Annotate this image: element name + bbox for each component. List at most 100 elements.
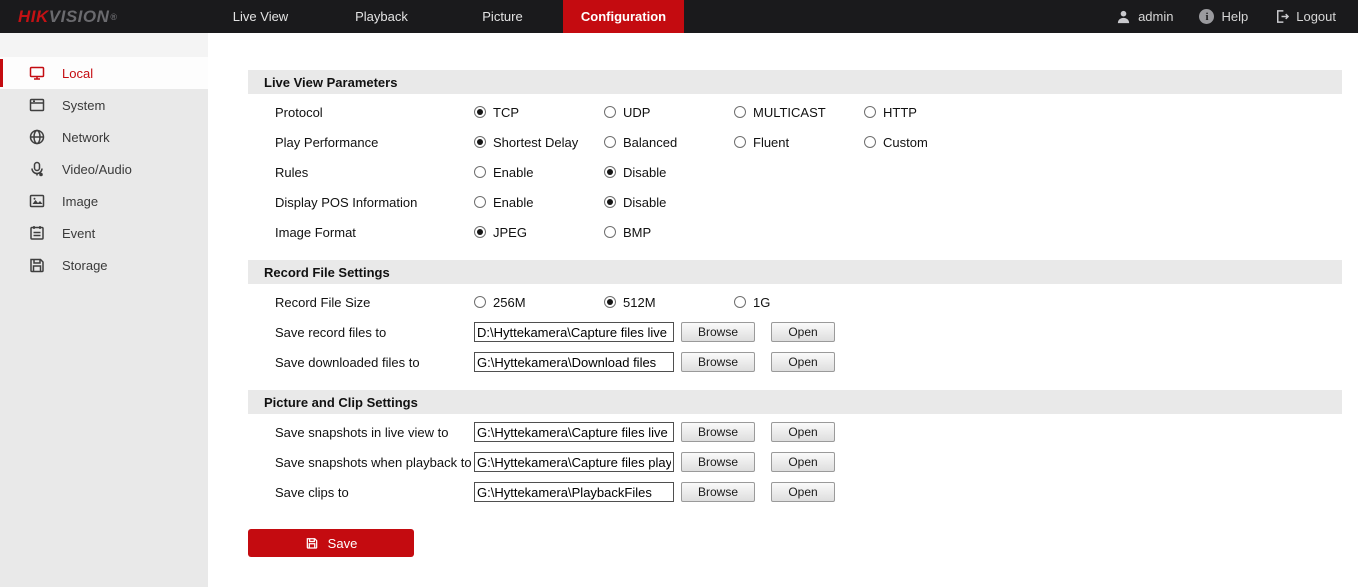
sidebar-item-label: Storage — [62, 257, 108, 273]
save-floppy-icon — [306, 538, 317, 549]
tab-live-view[interactable]: Live View — [232, 9, 289, 24]
open-button[interactable]: Open — [771, 452, 835, 472]
section-record-file-settings: Record File Settings Record File Size 25… — [248, 260, 1342, 377]
tab-configuration[interactable]: Configuration — [563, 0, 684, 33]
section-picture-clip-settings: Picture and Clip Settings Save snapshots… — [248, 390, 1342, 507]
radio-label: Enable — [493, 194, 534, 210]
radio-size-256m[interactable]: 256M — [474, 295, 604, 310]
browse-button[interactable]: Browse — [681, 322, 755, 342]
logo-hik: HIK — [18, 6, 49, 26]
tab-playback[interactable]: Playback — [355, 9, 408, 24]
radio-icon[interactable] — [474, 226, 486, 238]
radio-protocol-udp[interactable]: UDP — [604, 105, 734, 120]
field-label: Record File Size — [275, 294, 371, 310]
top-right-area: admin i Help Logout — [1116, 0, 1358, 33]
field-label: Save downloaded files to — [275, 354, 420, 370]
downloaded-files-path-input[interactable] — [474, 352, 674, 372]
tab-picture[interactable]: Picture — [482, 9, 523, 24]
radio-icon[interactable] — [474, 136, 486, 148]
section-title: Picture and Clip Settings — [248, 390, 1342, 414]
browse-button[interactable]: Browse — [681, 422, 755, 442]
play-performance-row: Play Performance Shortest Delay Balanced… — [248, 127, 1342, 157]
clips-path-input[interactable] — [474, 482, 674, 502]
field-label: Save snapshots when playback to — [275, 454, 472, 470]
radio-rules-enable[interactable]: Enable — [474, 165, 604, 180]
logout-menu[interactable]: Logout — [1274, 9, 1336, 24]
radio-size-512m[interactable]: 512M — [604, 295, 734, 310]
sidebar: Local System Network Video/Audio Image E… — [0, 33, 208, 587]
sidebar-item-label: System — [62, 97, 106, 113]
radio-play-shortest-delay[interactable]: Shortest Delay — [474, 135, 604, 150]
radio-pos-disable[interactable]: Disable — [604, 195, 734, 210]
radio-icon[interactable] — [864, 136, 876, 148]
radio-icon[interactable] — [864, 106, 876, 118]
section-title: Live View Parameters — [248, 70, 1342, 94]
snapshots-live-path-input[interactable] — [474, 422, 674, 442]
radio-size-1g[interactable]: 1G — [734, 295, 864, 310]
help-menu[interactable]: i Help — [1199, 9, 1248, 24]
field-label: Play Performance — [275, 134, 379, 150]
display-pos-row: Display POS Information Enable Disable — [248, 187, 1342, 217]
logout-icon — [1274, 9, 1290, 24]
browse-button[interactable]: Browse — [681, 452, 755, 472]
field-label: Protocol — [275, 104, 323, 120]
sidebar-item-label: Network — [62, 129, 110, 145]
sidebar-item-image[interactable]: Image — [0, 185, 208, 217]
save-downloaded-files-row: Save downloaded files to Browse Open — [248, 347, 1342, 377]
save-record-files-row: Save record files to Browse Open — [248, 317, 1342, 347]
sidebar-item-local[interactable]: Local — [0, 57, 208, 89]
sidebar-item-system[interactable]: System — [0, 89, 208, 121]
field-label: Rules — [275, 164, 309, 180]
radio-icon[interactable] — [474, 196, 486, 208]
radio-label: BMP — [623, 224, 652, 240]
sidebar-item-event[interactable]: Event — [0, 217, 208, 249]
field-label: Save snapshots in live view to — [275, 424, 449, 440]
radio-label: Fluent — [753, 134, 790, 150]
sidebar-item-label: Image — [62, 193, 99, 209]
save-button-label: Save — [327, 535, 358, 551]
radio-icon[interactable] — [604, 166, 616, 178]
radio-format-bmp[interactable]: BMP — [604, 225, 734, 240]
save-button[interactable]: Save — [248, 529, 414, 557]
sidebar-item-label: Video/Audio — [62, 161, 132, 177]
open-button[interactable]: Open — [771, 322, 835, 342]
open-button[interactable]: Open — [771, 422, 835, 442]
radio-icon[interactable] — [474, 166, 486, 178]
radio-icon[interactable] — [734, 106, 746, 118]
radio-protocol-multicast[interactable]: MULTICAST — [734, 105, 864, 120]
radio-icon[interactable] — [474, 106, 486, 118]
sidebar-top-strip — [0, 33, 208, 57]
sidebar-item-video-audio[interactable]: Video/Audio — [0, 153, 208, 185]
radio-label: Enable — [493, 164, 534, 180]
radio-icon[interactable] — [604, 296, 616, 308]
sidebar-item-network[interactable]: Network — [0, 121, 208, 153]
radio-icon[interactable] — [604, 106, 616, 118]
radio-format-jpeg[interactable]: JPEG — [474, 225, 604, 240]
radio-icon[interactable] — [734, 136, 746, 148]
radio-play-custom[interactable]: Custom — [864, 135, 994, 150]
snapshots-playback-path-input[interactable] — [474, 452, 674, 472]
radio-icon[interactable] — [474, 296, 486, 308]
radio-pos-enable[interactable]: Enable — [474, 195, 604, 210]
sidebar-item-storage[interactable]: Storage — [0, 249, 208, 281]
radio-play-balanced[interactable]: Balanced — [604, 135, 734, 150]
floppy-disk-icon — [28, 256, 46, 274]
open-button[interactable]: Open — [771, 482, 835, 502]
radio-play-fluent[interactable]: Fluent — [734, 135, 864, 150]
radio-icon[interactable] — [604, 226, 616, 238]
user-icon — [1116, 9, 1131, 24]
radio-label: HTTP — [883, 104, 917, 120]
radio-icon[interactable] — [734, 296, 746, 308]
radio-label: MULTICAST — [753, 104, 826, 120]
radio-icon[interactable] — [604, 136, 616, 148]
record-files-path-input[interactable] — [474, 322, 674, 342]
radio-rules-disable[interactable]: Disable — [604, 165, 734, 180]
radio-label: Shortest Delay — [493, 134, 579, 150]
radio-protocol-http[interactable]: HTTP — [864, 105, 994, 120]
radio-protocol-tcp[interactable]: TCP — [474, 105, 604, 120]
browse-button[interactable]: Browse — [681, 352, 755, 372]
open-button[interactable]: Open — [771, 352, 835, 372]
user-menu[interactable]: admin — [1116, 9, 1173, 24]
browse-button[interactable]: Browse — [681, 482, 755, 502]
radio-icon[interactable] — [604, 196, 616, 208]
